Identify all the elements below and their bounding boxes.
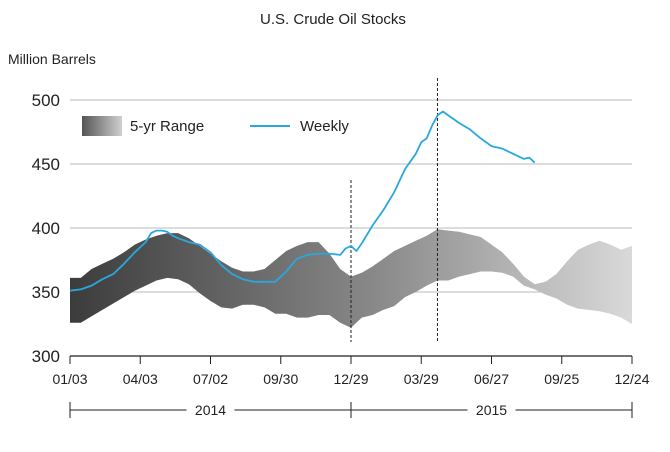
x-tick-label: 07/02 (193, 371, 228, 387)
legend-range-swatch (82, 116, 122, 136)
y-axis-label: Million Barrels (8, 51, 96, 67)
range-band (70, 229, 632, 328)
x-tick-label: 12/24 (614, 371, 649, 387)
year-label: 2015 (476, 402, 507, 418)
x-tick-label: 04/03 (123, 371, 158, 387)
chart-title: U.S. Crude Oil Stocks (260, 11, 406, 28)
x-axis-ticks: 01/03 04/03 07/02 09/30 12/29 03/29 06/27 09/25… (52, 356, 650, 387)
legend-weekly-label: Weekly (300, 118, 349, 135)
weekly-series (69, 110, 536, 292)
y-tick-label: 500 (32, 91, 60, 110)
year-label: 2014 (195, 402, 226, 418)
x-tick-label: 01/03 (52, 371, 87, 387)
vertical-markers (350, 78, 438, 342)
range-band-area (70, 229, 632, 328)
x-tick-label: 03/29 (404, 371, 439, 387)
x-tick-label: 06/27 (474, 371, 509, 387)
y-tick-label: 400 (32, 219, 60, 238)
x-tick-label: 12/29 (333, 371, 368, 387)
x-tick-label: 09/25 (544, 371, 579, 387)
legend: 5-yr Range Weekly (82, 116, 349, 136)
y-axis-ticks: 300 350 400 450 500 (32, 91, 60, 366)
y-tick-label: 300 (32, 347, 60, 366)
y-tick-label: 450 (32, 155, 60, 174)
legend-range-label: 5-yr Range (130, 118, 204, 135)
year-brackets: 2014 2015 (69, 402, 633, 418)
weekly-line (69, 110, 536, 292)
y-tick-label: 350 (32, 283, 60, 302)
x-tick-label: 09/30 (263, 371, 298, 387)
